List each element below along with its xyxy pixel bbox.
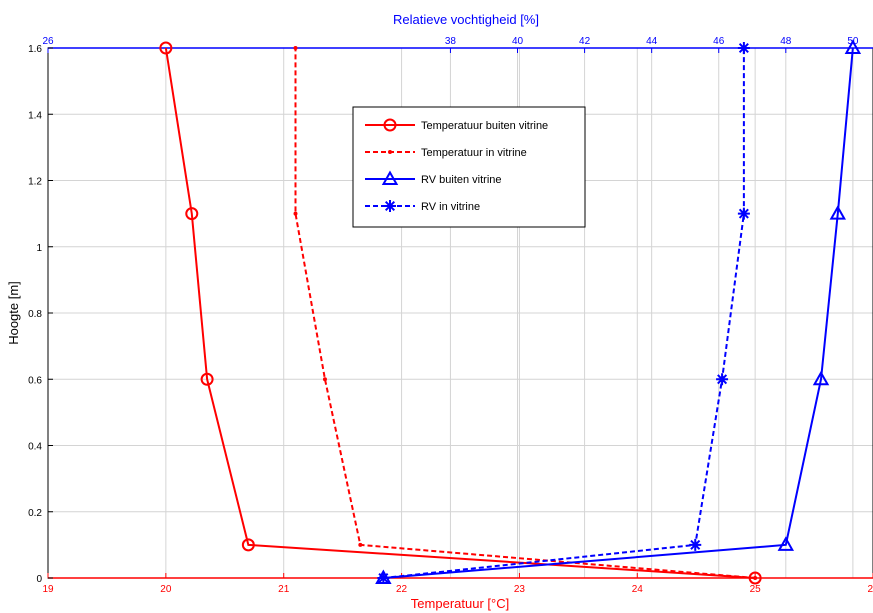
star-marker bbox=[384, 200, 396, 212]
circle-marker bbox=[383, 118, 397, 132]
series-0 bbox=[159, 41, 762, 585]
triangle-marker bbox=[844, 39, 862, 54]
point-marker bbox=[358, 542, 363, 547]
y-tick-label: 1.2 bbox=[28, 177, 42, 188]
triangle-marker bbox=[777, 536, 795, 551]
x2-tick-label: 46 bbox=[713, 36, 725, 47]
series-line bbox=[383, 47, 854, 579]
y-axis-label: Hoogte [m] bbox=[6, 281, 21, 345]
y-tick-label: 1 bbox=[36, 243, 42, 254]
x2-tick-label: 26 bbox=[42, 36, 54, 47]
data-series bbox=[159, 39, 862, 585]
legend-entry: RV buiten vitrine bbox=[365, 170, 502, 186]
star-marker bbox=[737, 42, 750, 54]
x2-tick-label: 48 bbox=[780, 36, 792, 47]
circle-marker bbox=[159, 41, 173, 55]
legend-label: Temperatuur in vitrine bbox=[421, 147, 527, 159]
y-tick-label: 0.4 bbox=[28, 442, 42, 453]
x-tick-label: 19 bbox=[42, 584, 54, 595]
star-marker bbox=[716, 373, 729, 386]
circle-marker bbox=[185, 207, 199, 221]
star-marker bbox=[377, 572, 390, 584]
y-tick-label: 1.4 bbox=[28, 110, 42, 121]
y-tick-label: 0.2 bbox=[28, 508, 42, 519]
top-axis-label: Relatieve vochtigheid [%] bbox=[393, 12, 539, 27]
x-axis-label: Temperatuur [°C] bbox=[411, 596, 509, 611]
legend-entry: Temperatuur in vitrine bbox=[365, 147, 527, 159]
point-marker bbox=[753, 576, 758, 580]
x2-tick-label: 44 bbox=[646, 36, 658, 47]
point-marker bbox=[293, 211, 298, 216]
series-1 bbox=[293, 46, 758, 580]
series-3 bbox=[377, 42, 750, 584]
triangle-marker bbox=[829, 205, 847, 220]
triangle-marker bbox=[381, 170, 399, 185]
x-tick-label: 21 bbox=[278, 584, 290, 595]
legend-label: RV buiten vitrine bbox=[421, 174, 502, 186]
triangle-marker bbox=[812, 370, 830, 386]
x-tick-label: 25 bbox=[750, 584, 762, 595]
legend: Temperatuur buiten vitrine Temperatuur in… bbox=[352, 106, 586, 228]
legend-label: Temperatuur buiten vitrine bbox=[421, 120, 548, 132]
circle-marker bbox=[200, 372, 214, 386]
star-marker bbox=[737, 207, 750, 220]
y-tick-label: 1.6 bbox=[28, 44, 42, 55]
x-tick-label: 26 bbox=[867, 584, 873, 595]
circle-marker bbox=[241, 538, 255, 552]
legend-entry: RV in vitrine bbox=[365, 200, 480, 213]
x-tick-label: 20 bbox=[160, 584, 172, 595]
y-tick-label: 0 bbox=[36, 574, 42, 585]
x-tick-label: 23 bbox=[514, 584, 526, 595]
series-line bbox=[294, 48, 756, 579]
x-tick-label: 24 bbox=[632, 584, 644, 595]
x2-tick-label: 42 bbox=[579, 36, 591, 47]
star-marker bbox=[689, 538, 702, 551]
x2-tick-label: 40 bbox=[512, 36, 524, 47]
x-tick-label: 22 bbox=[396, 584, 408, 595]
legend-label: RV in vitrine bbox=[421, 201, 480, 213]
legend-entry: Temperatuur buiten vitrine bbox=[365, 118, 548, 132]
point-marker bbox=[388, 150, 392, 154]
y-tick-label: 0.8 bbox=[28, 309, 42, 320]
y-tick-label: 0.6 bbox=[28, 375, 42, 386]
series-line bbox=[164, 47, 756, 579]
point-marker bbox=[322, 377, 327, 382]
circle-marker bbox=[748, 571, 762, 585]
point-marker bbox=[293, 46, 298, 50]
x2-tick-label: 38 bbox=[445, 36, 457, 47]
